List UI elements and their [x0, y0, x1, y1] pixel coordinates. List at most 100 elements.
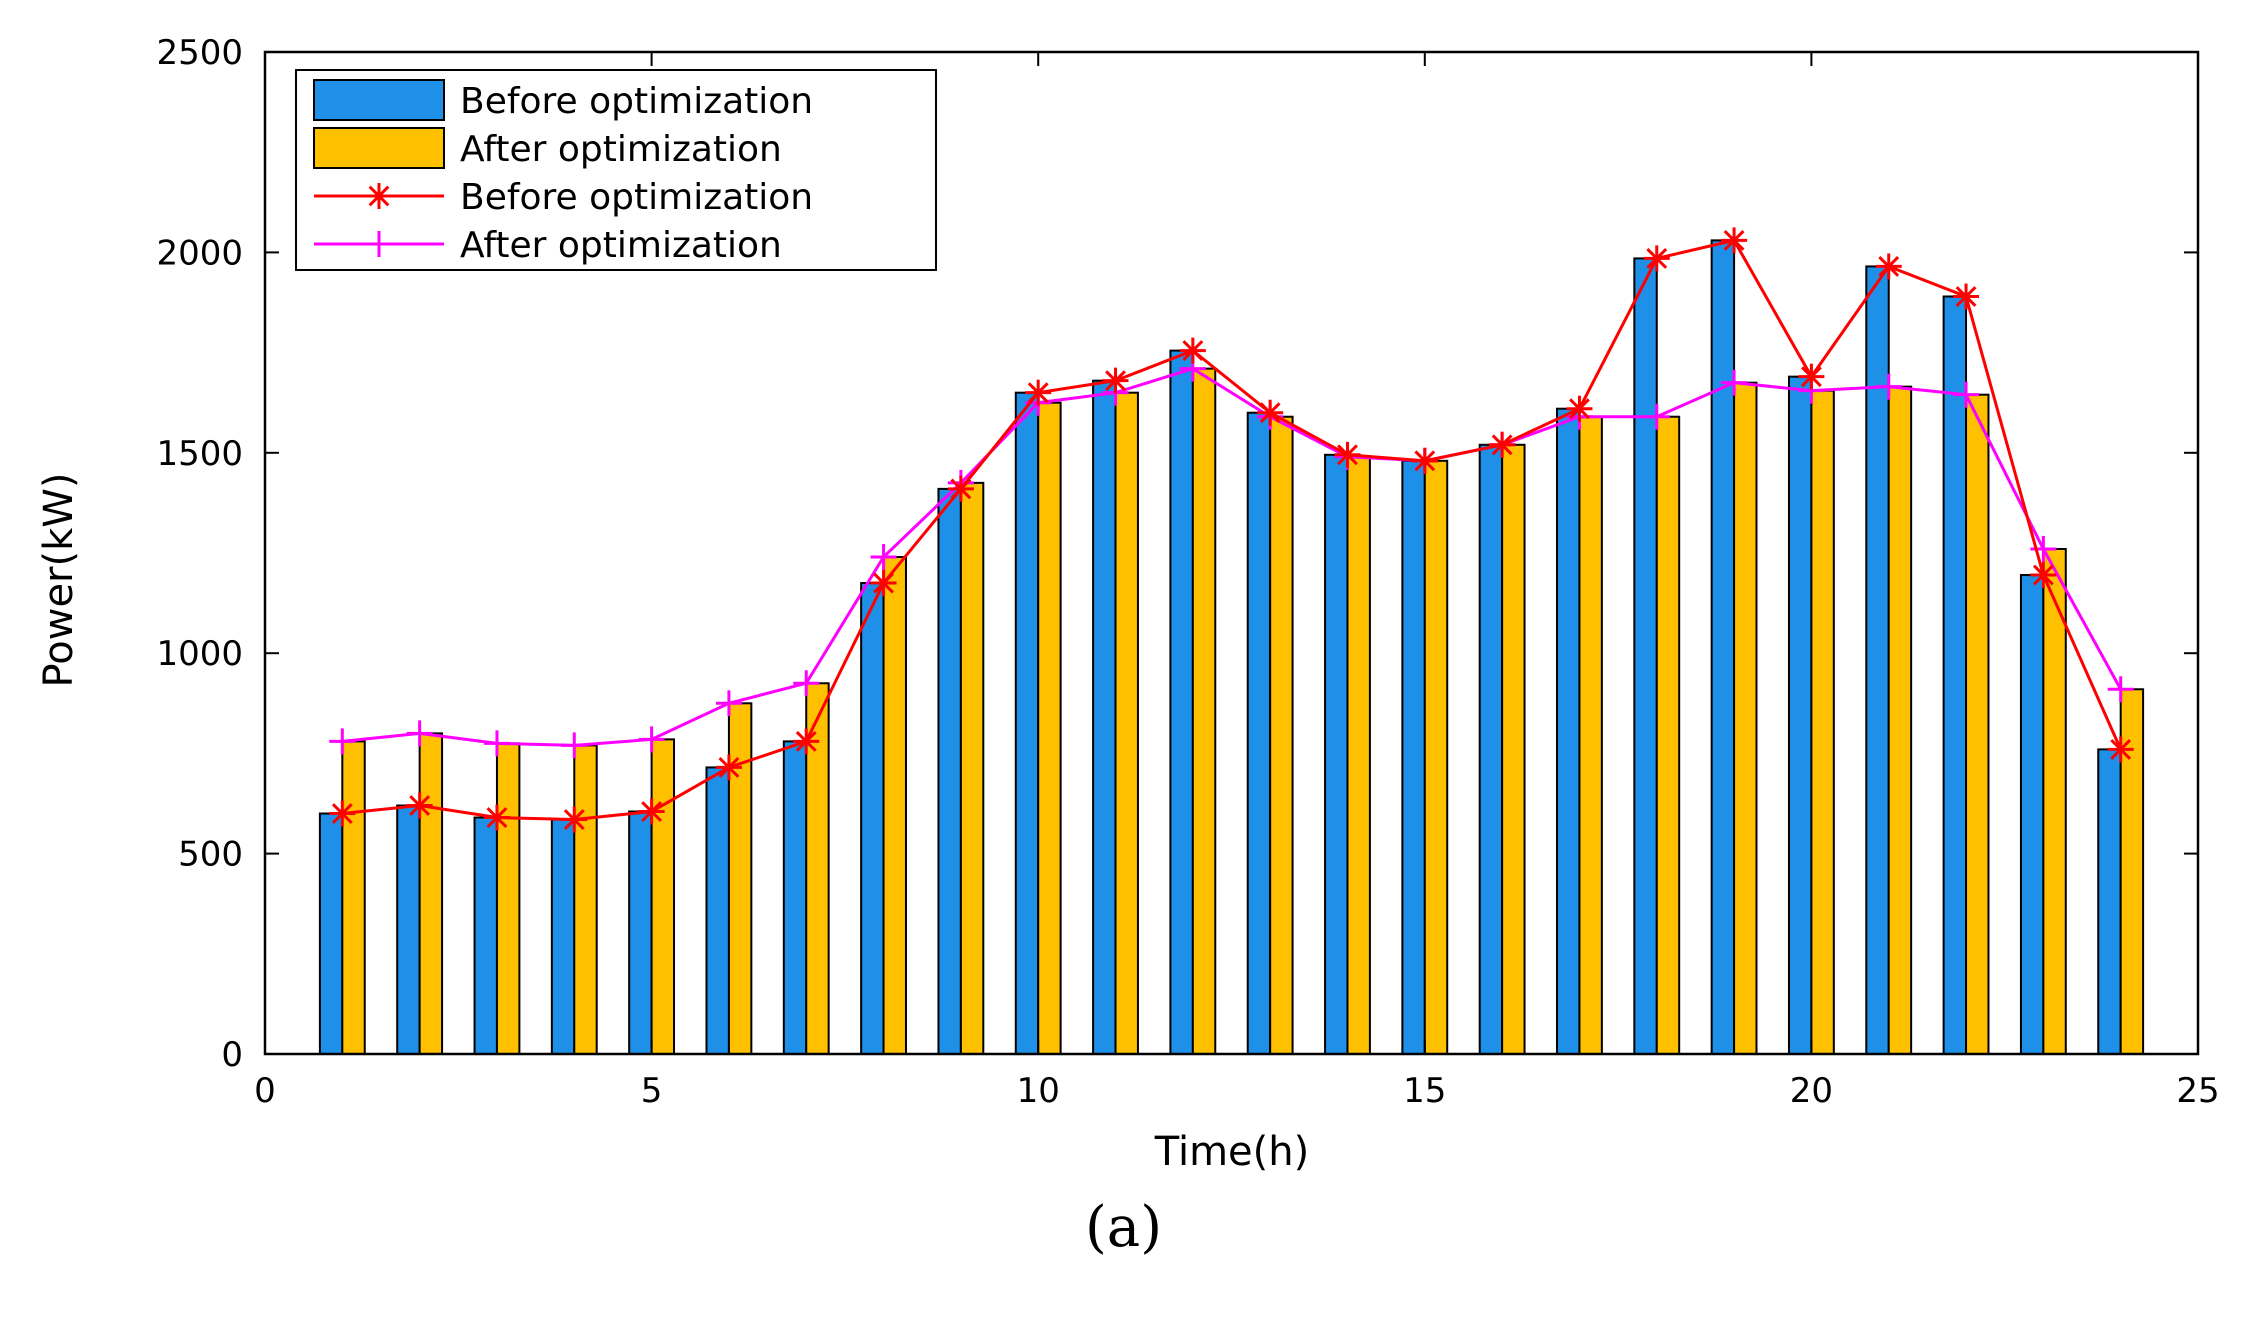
legend-marker — [366, 183, 392, 209]
y-tick-label: 2500 — [156, 33, 243, 73]
bar-before-15 — [1401, 459, 1426, 1056]
bar-before-16 — [1478, 443, 1504, 1055]
bar-after-21 — [1887, 385, 1913, 1055]
bar-before-7 — [782, 740, 808, 1055]
marker-after-22 — [1953, 381, 1980, 408]
marker-before-21 — [1875, 253, 1902, 280]
bar-after-23 — [2042, 547, 2067, 1055]
bar-before-2 — [396, 804, 421, 1056]
bar-before-17 — [1556, 407, 1581, 1056]
bar-before-4 — [550, 818, 576, 1055]
figure-caption: (a) — [1084, 1195, 1163, 1260]
marker-before-22 — [1953, 283, 1980, 310]
axes-layer — [263, 50, 2200, 1056]
bar-before-21 — [1865, 265, 1890, 1056]
axes-frame — [263, 50, 2200, 1056]
marker-before-24 — [2107, 736, 2134, 763]
bar-before-6 — [705, 766, 730, 1055]
bar-after-14 — [1346, 455, 1371, 1056]
marker-before-6 — [715, 754, 742, 781]
bar-before-10 — [1014, 391, 1040, 1055]
legend-label: After optimization — [460, 225, 782, 266]
bar-before-11 — [1092, 379, 1117, 1055]
bar-before-23 — [2019, 574, 2045, 1055]
bar-after-20 — [1810, 389, 1835, 1055]
y-tick-label: 500 — [178, 835, 243, 875]
marker-before-4 — [561, 806, 588, 833]
marker-before-7 — [793, 728, 820, 755]
y-tick-label: 2000 — [156, 233, 243, 273]
legend-swatch — [313, 79, 445, 121]
bar-after-3 — [495, 742, 521, 1055]
marker-after-19 — [1721, 369, 1748, 396]
bar-after-16 — [1501, 443, 1526, 1055]
bar-after-18 — [1655, 415, 1681, 1055]
marker-after-18 — [1643, 403, 1670, 430]
bar-after-12 — [1191, 367, 1217, 1055]
marker-after-2 — [406, 720, 433, 747]
legend-entry-1: Before optimization — [313, 79, 813, 122]
y-axis-title: Power(kW) — [36, 473, 82, 688]
marker-before-10 — [1025, 379, 1052, 406]
marker-after-21 — [1875, 373, 1902, 400]
x-tick-label: 15 — [1403, 1071, 1446, 1111]
marker-before-2 — [406, 792, 433, 819]
marker-after-4 — [561, 732, 588, 759]
bar-after-1 — [341, 740, 366, 1055]
x-axis-title: Time(h) — [1154, 1129, 1309, 1175]
legend-label: After optimization — [460, 129, 782, 170]
x-tick-label: 5 — [641, 1071, 663, 1111]
marker-before-20 — [1798, 363, 1825, 390]
marker-after-1 — [329, 728, 356, 755]
bar-before-5 — [628, 810, 653, 1055]
marker-before-3 — [483, 804, 510, 831]
bar-after-8 — [882, 556, 907, 1055]
bar-after-10 — [1037, 401, 1062, 1055]
bar-after-5 — [650, 738, 676, 1055]
marker-before-12 — [1179, 337, 1206, 364]
bar-before-24 — [2097, 748, 2122, 1056]
bar-after-17 — [1578, 415, 1603, 1055]
marker-before-15 — [1411, 447, 1438, 474]
y-tick-label: 1500 — [156, 434, 243, 474]
marker-after-3 — [483, 730, 510, 757]
legend-label: Before optimization — [460, 81, 813, 122]
marker-before-23 — [2030, 562, 2057, 589]
legend-entry-4: After optimization — [314, 225, 782, 266]
legend: Before optimization After optimization Bef… — [295, 69, 937, 271]
marker-before-8 — [870, 570, 897, 597]
y-tick-label: 1000 — [156, 634, 243, 674]
marker-before-16 — [1489, 431, 1516, 458]
legend-entry-3: Before optimization — [314, 177, 813, 218]
y-tick-label: 0 — [221, 1035, 243, 1075]
bar-before-19 — [1710, 239, 1736, 1056]
marker-before-1 — [329, 800, 356, 827]
bar-after-9 — [959, 481, 985, 1055]
marker-before-18 — [1643, 245, 1670, 272]
bar-after-13 — [1269, 415, 1294, 1055]
bar-before-20 — [1787, 375, 1813, 1055]
x-tick-label: 25 — [2176, 1071, 2219, 1111]
marker-before-13 — [1257, 399, 1284, 426]
x-tick-label: 20 — [1790, 1071, 1833, 1111]
bar-before-8 — [860, 582, 885, 1055]
marker-before-9 — [947, 475, 974, 502]
bar-before-1 — [318, 812, 344, 1056]
bar-before-14 — [1324, 453, 1349, 1055]
marker-after-8 — [870, 544, 897, 571]
bar-after-22 — [1965, 393, 1990, 1055]
marker-before-11 — [1102, 367, 1129, 394]
bar-after-15 — [1423, 459, 1449, 1056]
bar-after-19 — [1733, 381, 1758, 1056]
bar-before-13 — [1246, 411, 1272, 1056]
lines-layer — [329, 227, 2134, 833]
marker-before-19 — [1721, 227, 1748, 254]
bar-after-2 — [418, 732, 444, 1055]
marker-after-6 — [715, 690, 742, 717]
x-tick-label: 10 — [1017, 1071, 1060, 1111]
marker-before-14 — [1334, 441, 1361, 468]
bar-before-18 — [1633, 257, 1658, 1055]
marker-after-5 — [638, 726, 665, 753]
bar-before-12 — [1169, 349, 1194, 1055]
